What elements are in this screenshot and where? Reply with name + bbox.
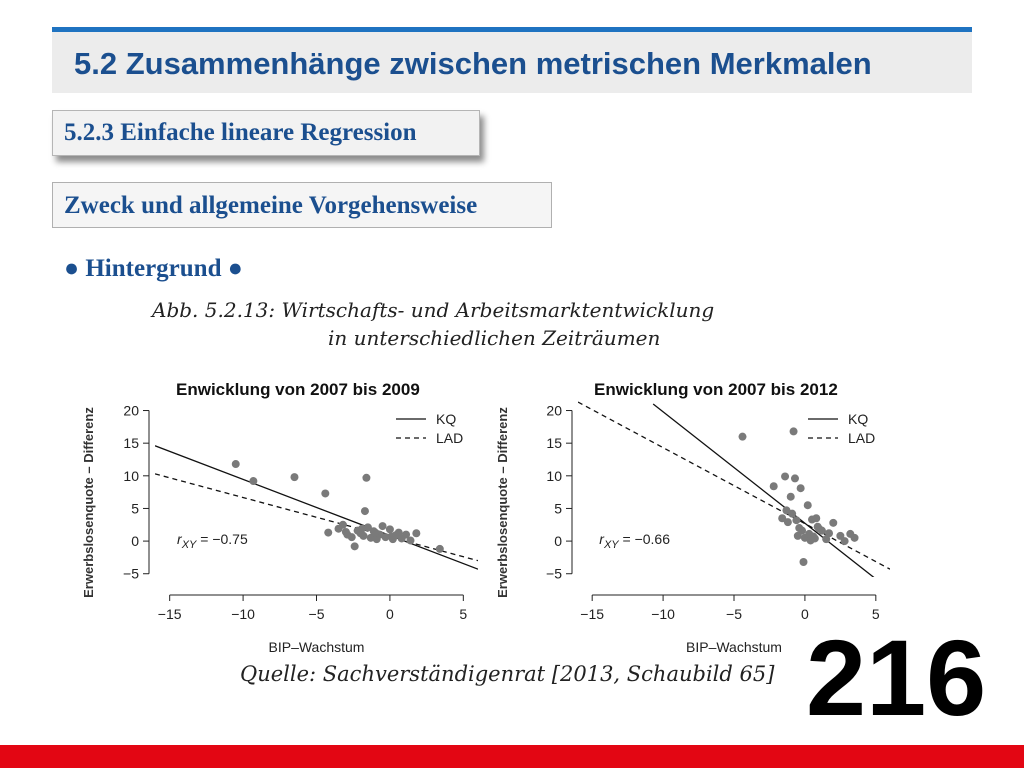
data-point <box>321 489 330 498</box>
data-point <box>850 533 859 542</box>
data-point <box>435 544 444 553</box>
data-point <box>378 522 387 531</box>
data-point <box>341 527 350 536</box>
figure-source: Quelle: Sachverständigenrat [2013, Schau… <box>240 662 775 686</box>
x-tick-label: −10 <box>231 606 255 622</box>
x-tick-label: 5 <box>872 606 880 622</box>
data-point <box>803 501 812 510</box>
x-tick-label: −15 <box>580 606 604 622</box>
data-point <box>778 514 787 523</box>
data-point <box>249 477 258 486</box>
data-point <box>738 432 747 441</box>
y-tick-label: 0 <box>131 533 139 549</box>
figure-caption-line1: Abb. 5.2.13: Wirtschafts- und Arbeitsmar… <box>152 298 715 322</box>
correlation-annotation: rXY = −0.66 <box>599 531 670 551</box>
correlation-annotation: rXY = −0.75 <box>177 531 248 551</box>
page-number: 216 <box>806 617 987 738</box>
regression-line-lad <box>155 473 478 562</box>
x-tick-label: −10 <box>651 606 675 622</box>
regression-line-lad <box>578 401 890 570</box>
data-point <box>371 528 380 537</box>
data-point <box>793 531 802 540</box>
data-point <box>324 528 333 537</box>
y-tick-label: 0 <box>554 533 562 549</box>
data-point <box>769 482 778 491</box>
data-point <box>387 532 396 541</box>
data-point <box>358 524 367 533</box>
data-point <box>350 542 359 551</box>
data-point <box>829 518 838 527</box>
data-point <box>799 557 808 566</box>
topic-heading: Zweck und allgemeine Vorgehensweise <box>52 182 552 228</box>
data-point <box>788 509 797 518</box>
data-point <box>789 427 798 436</box>
chart-1: Enwicklung von 2007 bis 2009 −5 0 5 10 15 20 −1… <box>81 380 478 655</box>
data-point <box>347 533 356 542</box>
data-point <box>359 531 368 540</box>
y-tick-label: 10 <box>546 468 562 484</box>
x-axis-label: BIP–Wachstum <box>269 639 365 655</box>
y-tick-label: −5 <box>123 566 139 582</box>
subsection-heading: 5.2.3 Einfache lineare Regression <box>52 110 480 156</box>
x-tick-label: 5 <box>459 606 467 622</box>
data-point <box>840 537 849 546</box>
legend-entry: KQ <box>848 411 868 427</box>
x-tick-label: 0 <box>386 606 394 622</box>
legend-entry: LAD <box>436 430 463 446</box>
data-point <box>786 492 795 501</box>
y-tick-label: 10 <box>123 468 139 484</box>
data-point <box>338 520 347 529</box>
y-axis-label: Erwerbslosenquote – Differenz <box>81 407 96 598</box>
data-point <box>381 533 390 542</box>
data-point <box>825 529 834 538</box>
x-tick-label: 0 <box>801 606 809 622</box>
regression-line-kq <box>155 445 478 570</box>
data-point <box>790 474 799 483</box>
y-tick-label: 20 <box>123 403 139 419</box>
y-tick-label: 5 <box>131 500 139 516</box>
data-point <box>406 536 415 545</box>
chart-title: Enwicklung von 2007 bis 2012 <box>594 380 838 399</box>
data-point <box>412 529 421 538</box>
data-point <box>812 514 821 523</box>
y-tick-label: −5 <box>546 566 562 582</box>
x-tick-label: −15 <box>158 606 182 622</box>
chart-title: Enwicklung von 2007 bis 2009 <box>176 380 420 399</box>
x-tick-label: −5 <box>726 606 742 622</box>
figure-caption-line2: in unterschiedlichen Zeiträumen <box>328 326 661 350</box>
legend-entry: LAD <box>848 430 875 446</box>
bullet-heading: ● Hintergrund ● <box>64 255 243 282</box>
data-point <box>792 516 801 525</box>
data-point <box>231 460 240 469</box>
y-axis-label: Erwerbslosenquote – Differenz <box>495 407 510 598</box>
y-tick-label: 15 <box>546 435 562 451</box>
regression-line-kq <box>652 403 875 577</box>
data-point <box>385 525 394 534</box>
bottom-bar <box>0 745 1024 768</box>
data-point <box>783 518 792 527</box>
data-point <box>290 473 299 482</box>
data-point <box>813 522 822 531</box>
y-tick-label: 15 <box>123 435 139 451</box>
y-tick-label: 5 <box>554 500 562 516</box>
y-tick-label: 20 <box>546 403 562 419</box>
legend-entry: KQ <box>436 411 456 427</box>
data-point <box>781 472 790 481</box>
chart-2: Enwicklung von 2007 bis 2012 −5 0 5 10 15 20 −1… <box>495 380 890 655</box>
page-title: 5.2 Zusammenhänge zwischen metrischen Me… <box>74 46 872 81</box>
header-band: 5.2 Zusammenhänge zwischen metrischen Me… <box>52 27 972 93</box>
x-axis-label: BIP–Wachstum <box>686 639 782 655</box>
data-point <box>360 507 369 516</box>
x-tick-label: −5 <box>309 606 325 622</box>
data-point <box>796 484 805 493</box>
data-point <box>362 473 371 482</box>
data-point <box>810 534 819 543</box>
data-point <box>402 530 411 539</box>
